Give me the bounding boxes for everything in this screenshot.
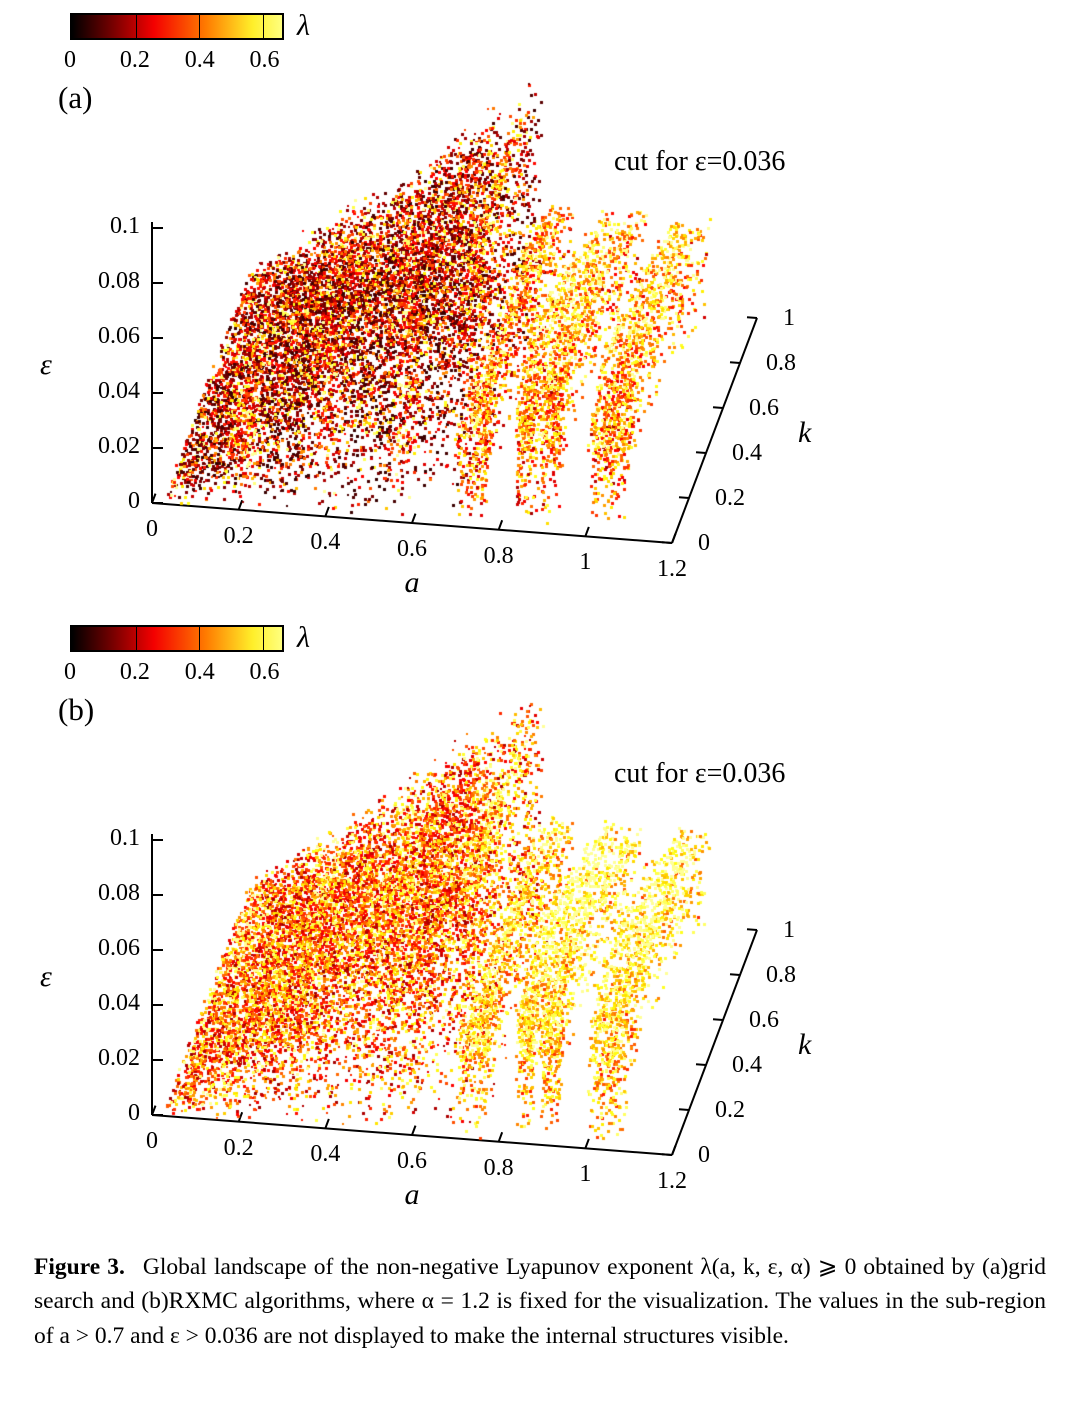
epsilon-tick-label: 0.06	[98, 323, 140, 349]
colorbar-tick-label: 0.6	[249, 47, 280, 73]
k-tick-label: 1	[783, 917, 795, 943]
epsilon-tick-label: 0.02	[98, 1045, 140, 1071]
colorbar-tick-mark	[262, 15, 264, 38]
a-axis-label: a	[404, 1178, 420, 1211]
cut-annotation: cut for ε=0.036	[614, 758, 786, 789]
a-tick-label: 0	[146, 1128, 158, 1154]
a-tick-label: 1	[579, 1161, 592, 1188]
colorbar-tick-label: 0	[64, 47, 76, 73]
a-tick-label: 1.2	[657, 556, 687, 582]
colorbar-tick-label: 0.6	[249, 659, 280, 685]
colorbar-tick-mark	[262, 627, 264, 650]
colorbar-tick-label: 0.4	[184, 47, 215, 73]
k-tick-label: 1	[783, 305, 795, 331]
a-tick-label: 1.2	[657, 1168, 687, 1194]
a-tick-label: 0.6	[397, 1148, 427, 1174]
epsilon-axis-label: ε	[40, 348, 52, 381]
a-axis-label: a	[404, 566, 420, 599]
lyapunov-point-cloud-b	[0, 612, 1080, 1224]
cut-annotation: cut for ε=0.036	[614, 146, 786, 177]
k-tick-label: 0.8	[766, 962, 796, 988]
colorbar-tick-mark	[135, 15, 137, 38]
k-axis-label: k	[798, 416, 812, 449]
a-tick-label: 0.8	[483, 1154, 514, 1181]
panel-a: 0 0.2 0.4 0.6 λ (a) cut for ε=0.036 0 0.02 0.04 0.…	[0, 0, 1080, 612]
k-tick-label: 0.8	[766, 350, 796, 376]
epsilon-tick-label: 0.04	[98, 378, 140, 404]
colorbar-tick-mark	[199, 15, 201, 38]
k-tick-label: 0.4	[732, 440, 762, 466]
epsilon-tick-label: 0.06	[98, 935, 140, 961]
colorbar-tick-mark	[135, 627, 137, 650]
lambda-colorbar-label: λ	[297, 621, 310, 654]
k-tick-label: 0	[698, 1142, 710, 1168]
epsilon-tick-label: 0.08	[98, 880, 140, 906]
lyapunov-point-cloud-a	[0, 0, 1080, 612]
epsilon-axis-label: ε	[40, 960, 52, 993]
k-tick-label: 0.2	[715, 485, 745, 511]
k-tick-label: 0	[698, 530, 710, 556]
k-tick-label: 0.4	[732, 1052, 762, 1078]
a-tick-label: 0.2	[223, 522, 254, 549]
a-tick-label: 0.8	[483, 542, 514, 569]
lambda-colorbar-label: λ	[297, 9, 310, 42]
colorbar	[70, 13, 284, 40]
figure-caption: Figure 3. Global landscape of the non-neg…	[0, 1224, 1080, 1353]
epsilon-tick-label: 0	[128, 488, 140, 514]
figure-caption-text: Global landscape of the non-negative Lya…	[34, 1254, 1046, 1349]
a-tick-label: 0	[146, 516, 158, 542]
epsilon-tick-label: 0	[128, 1100, 140, 1126]
k-axis-label: k	[798, 1028, 812, 1061]
figure-caption-label: Figure 3.	[34, 1254, 125, 1280]
a-tick-label: 0.6	[397, 536, 427, 562]
colorbar-tick-label: 0.4	[184, 659, 215, 685]
panel-label-b: (b)	[58, 692, 95, 727]
k-tick-label: 0.6	[749, 395, 779, 421]
a-tick-label: 1	[579, 549, 592, 576]
colorbar-tick-mark	[199, 627, 201, 650]
epsilon-tick-label: 0.04	[98, 990, 140, 1016]
k-tick-label: 0.2	[715, 1097, 745, 1123]
colorbar-tick-label: 0.2	[119, 47, 150, 73]
epsilon-tick-label: 0.08	[98, 268, 140, 294]
a-tick-label: 0.2	[223, 1134, 254, 1161]
panel-label-a: (a)	[58, 80, 93, 115]
k-tick-label: 0.6	[749, 1007, 779, 1033]
epsilon-tick-label: 0.1	[110, 825, 140, 851]
colorbar-tick-label: 0	[64, 659, 76, 685]
a-tick-label: 0.4	[310, 1141, 341, 1168]
panel-b: 0 0.2 0.4 0.6 λ (b) cut for ε=0.036 0 0.02 0.04 0.…	[0, 612, 1080, 1224]
epsilon-tick-label: 0.02	[98, 433, 140, 459]
colorbar-tick-label: 0.2	[119, 659, 150, 685]
a-tick-label: 0.4	[310, 529, 341, 556]
epsilon-tick-label: 0.1	[110, 213, 140, 239]
colorbar	[70, 625, 284, 652]
